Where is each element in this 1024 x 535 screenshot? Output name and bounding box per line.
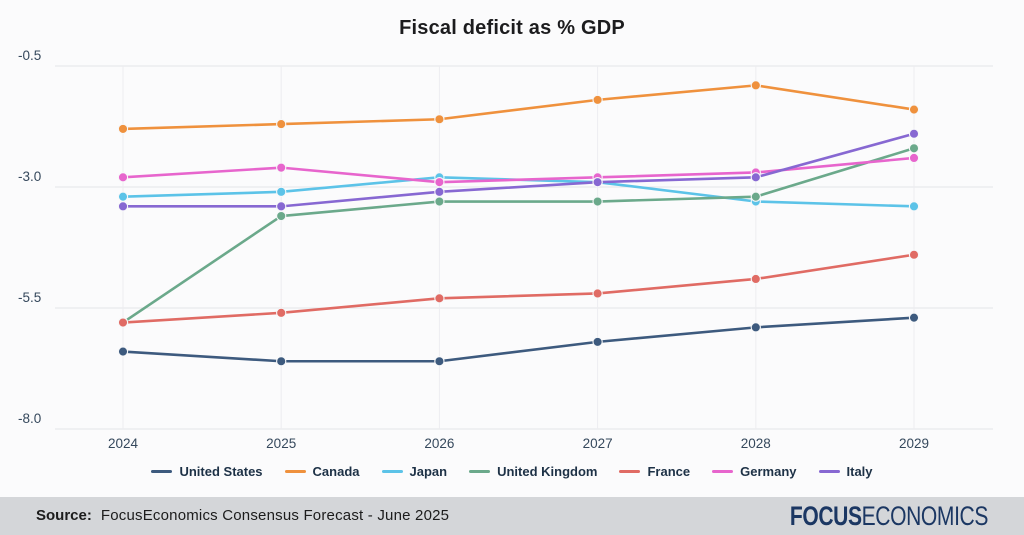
x-tick-label: 2026 — [424, 436, 454, 451]
data-point-united-kingdom — [592, 196, 603, 207]
x-tick-label: 2029 — [899, 436, 929, 451]
legend-item-france: France — [619, 464, 690, 479]
x-tick-label: 2028 — [741, 436, 771, 451]
legend-item-united-states: United States — [151, 464, 263, 479]
chart-title: Fiscal deficit as % GDP — [399, 17, 625, 39]
data-point-united-states — [117, 346, 129, 357]
logo-economics: ECONOMICS — [861, 500, 989, 531]
series-line-germany — [121, 156, 916, 184]
series-line-france — [121, 253, 916, 324]
data-point-italy — [276, 201, 287, 212]
line-chart-plot: -0.5 -3.0 -5.5 -8.0 2024 2025 2026 2027 2028 2029 — [18, 48, 993, 451]
data-point-france — [276, 307, 287, 318]
data-point-canada — [117, 123, 129, 135]
data-point-canada — [908, 104, 920, 115]
data-point-japan — [117, 191, 129, 202]
x-tick-label: 2027 — [583, 436, 613, 451]
data-point-japan — [276, 186, 287, 197]
data-point-france — [592, 288, 603, 299]
source-line: Source: FocusEconomics Consensus Forecast… — [36, 507, 449, 525]
data-point-united-states — [750, 322, 761, 333]
data-point-united-kingdom — [750, 191, 761, 202]
data-point-united-states — [276, 356, 287, 367]
data-point-united-states — [592, 336, 603, 348]
legend-label-italy: Italy — [846, 464, 873, 479]
data-point-canada — [276, 118, 287, 130]
data-point-canada — [750, 80, 761, 91]
legend-item-germany: Germany — [712, 464, 797, 479]
data-point-united-kingdom — [908, 143, 920, 154]
data-point-italy — [908, 128, 920, 139]
series-line-united-states — [121, 316, 916, 363]
legend-swatch-japan — [381, 469, 403, 474]
data-point-united-kingdom — [434, 196, 445, 207]
data-point-italy — [750, 172, 761, 183]
source-body: FocusEconomics Consensus Forecast - June… — [100, 507, 450, 524]
data-point-france — [117, 317, 129, 328]
legend-item-canada: Canada — [284, 464, 360, 479]
legend-swatch-canada — [284, 469, 306, 474]
legend-label-united-kingdom: United Kingdom — [497, 464, 598, 479]
legend-label-france: France — [647, 464, 691, 479]
y-tick-label: -8.0 — [18, 411, 41, 426]
data-point-germany — [908, 152, 920, 164]
legend-item-united-kingdom: United Kingdom — [469, 464, 597, 479]
data-point-japan — [908, 201, 920, 212]
series-line-italy — [121, 132, 916, 208]
legend-item-italy: Italy — [818, 464, 873, 479]
data-point-italy — [117, 201, 129, 212]
legend-swatch-germany — [712, 469, 734, 474]
source-label: Source: — [36, 507, 92, 524]
legend-swatch-united-kingdom — [469, 469, 491, 474]
data-point-france — [750, 273, 761, 285]
legend-label-canada: Canada — [312, 464, 360, 479]
legend-swatch-united-states — [151, 469, 173, 474]
x-tick-label: 2025 — [266, 436, 296, 451]
data-point-germany — [117, 172, 129, 183]
y-tick-label: -5.5 — [18, 290, 41, 305]
legend-label-japan: Japan — [409, 464, 448, 479]
series-line-united-kingdom — [121, 146, 916, 324]
data-point-united-states — [434, 356, 445, 367]
logo-focus: FOCUS — [789, 500, 862, 531]
data-point-germany — [276, 162, 287, 173]
y-tick-label: -0.5 — [18, 48, 41, 63]
chart-legend: United States Canada Japan United Kingdom Fr… — [0, 464, 1024, 479]
data-point-canada — [592, 94, 603, 106]
legend-label-germany: Germany — [740, 464, 797, 479]
x-tick-label: 2024 — [108, 436, 139, 451]
legend-item-japan: Japan — [381, 464, 448, 479]
legend-swatch-france — [619, 469, 641, 474]
focuseconomics-logo: FOCUSECONOMICS — [789, 500, 989, 531]
data-point-canada — [434, 114, 445, 125]
y-tick-label: -3.0 — [18, 169, 41, 184]
data-point-united-kingdom — [276, 210, 287, 222]
footer-bar: Source: FocusEconomics Consensus Forecast… — [0, 497, 1024, 535]
legend-label-united-states: United States — [179, 464, 263, 479]
data-point-france — [908, 249, 920, 260]
legend-swatch-italy — [818, 469, 840, 474]
data-point-italy — [434, 186, 445, 197]
data-point-united-states — [908, 312, 920, 323]
data-point-germany — [434, 177, 445, 188]
data-point-italy — [592, 177, 603, 188]
series-line-canada — [121, 84, 916, 131]
data-point-france — [434, 293, 445, 304]
